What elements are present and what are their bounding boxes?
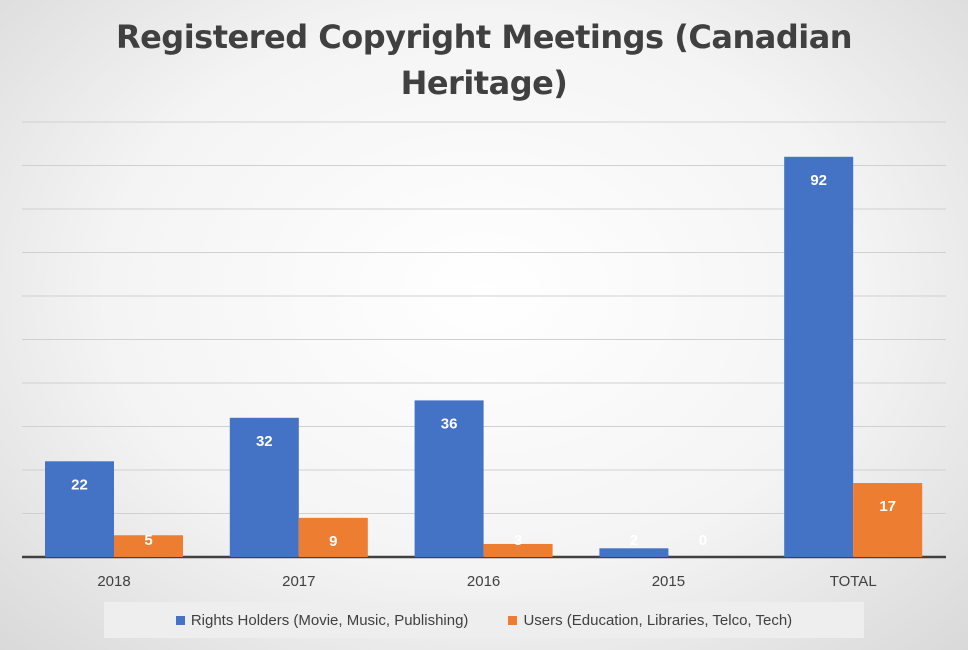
bar-rights-holders-2017 xyxy=(229,417,299,557)
bar-users-total xyxy=(853,483,923,557)
x-axis-tick-labels: 2018 2017 2016 2015 TOTAL xyxy=(97,573,876,590)
x-tick-label-2018: 2018 xyxy=(97,573,130,590)
legend-swatch-users xyxy=(508,615,518,625)
data-label-rights-holders-2017: 32 xyxy=(256,433,273,450)
bar-rights-holders-2016 xyxy=(414,400,484,557)
bar-rights-holders-total xyxy=(784,156,854,558)
bar-users-2017 xyxy=(298,517,368,557)
data-label-users-2017: 9 xyxy=(329,533,337,550)
legend-label-rights-holders: Rights Holders (Movie, Music, Publishing… xyxy=(190,611,469,629)
legend-swatch-rights-holders xyxy=(175,615,185,625)
bar-users-2016 xyxy=(483,543,553,557)
data-label-users-2015: 0 xyxy=(699,532,707,549)
data-label-rights-holders-2018: 22 xyxy=(71,476,88,493)
x-tick-label-total: TOTAL xyxy=(830,573,877,590)
bars xyxy=(45,156,923,558)
x-tick-label-2016: 2016 xyxy=(467,573,500,590)
data-label-rights-holders-2015: 2 xyxy=(630,532,638,549)
data-label-rights-holders-total: 92 xyxy=(810,172,827,189)
x-tick-label-2017: 2017 xyxy=(282,573,315,590)
legend-label-users: Users (Education, Libraries, Telco, Tech… xyxy=(523,611,793,629)
bar-rights-holders-2015 xyxy=(599,548,669,557)
chart-title: Registered Copyright Meetings (Canadian … xyxy=(0,14,968,106)
data-label-users-total: 17 xyxy=(879,498,896,515)
chart-title-line-2: Heritage) xyxy=(400,64,568,102)
chart-title-line-1: Registered Copyright Meetings (Canadian xyxy=(115,18,853,56)
data-label-users-2016: 3 xyxy=(514,532,522,549)
bar-users-2018 xyxy=(114,535,183,557)
bar-rights-holders-2018 xyxy=(45,461,114,557)
legend-item-users: Users (Education, Libraries, Telco, Tech… xyxy=(508,612,792,629)
data-label-rights-holders-2016: 36 xyxy=(441,415,458,432)
x-tick-label-2015: 2015 xyxy=(652,573,685,590)
legend: Rights Holders (Movie, Music, Publishing… xyxy=(104,602,864,638)
legend-item-rights-holders: Rights Holders (Movie, Music, Publishing… xyxy=(175,611,469,629)
data-label-users-2018: 5 xyxy=(144,532,152,549)
